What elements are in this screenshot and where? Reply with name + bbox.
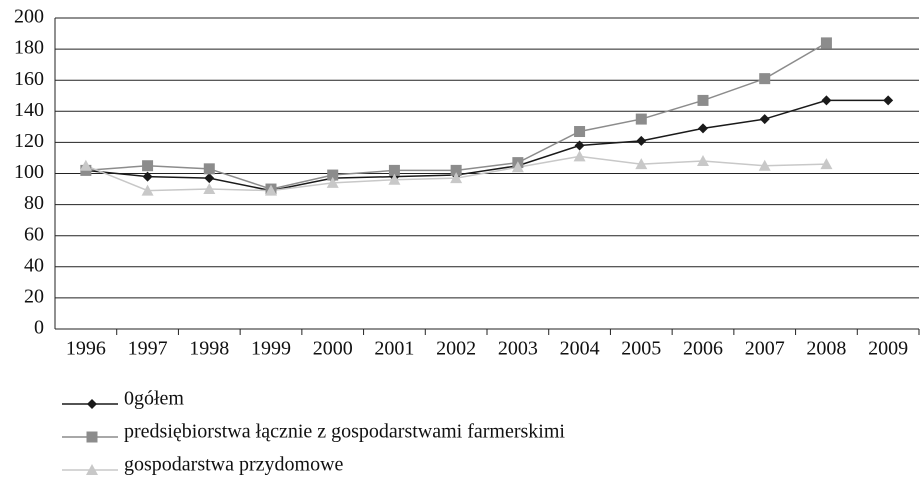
data-point [883,95,894,106]
y-tick-label: 180 [14,37,44,59]
data-point [759,73,771,85]
data-point [635,158,648,170]
y-tick-label: 100 [14,161,44,183]
data-point [697,155,709,167]
data-point [450,172,463,184]
legend-label: predsiębiorstwa łącznie z gospodarstwami… [124,421,565,443]
x-tick-label: 1999 [251,338,291,360]
x-tick-label: 2007 [745,338,785,360]
x-tick-label: 2002 [436,338,476,360]
y-tick-label: 60 [24,223,44,245]
x-tick-label: 2001 [374,338,414,360]
y-tick-label: 0 [34,317,44,339]
data-point [450,164,462,176]
data-point [142,171,153,182]
legend-label: 0gółem [124,388,184,410]
x-tick-label: 2003 [498,338,538,360]
legend-marker [87,399,97,409]
data-point [142,160,154,172]
data-point [203,163,215,175]
data-point [574,140,585,151]
x-tick-label: 1997 [128,338,168,360]
y-tick-label: 140 [14,99,44,121]
data-point [698,123,708,134]
x-tick-label: 2006 [683,338,723,360]
x-tick-label: 1998 [189,338,229,360]
y-tick-label: 20 [24,285,44,307]
x-tick-label: 2009 [868,338,908,360]
data-point [820,37,832,49]
data-point [820,158,833,170]
data-point [388,164,400,176]
data-point [327,169,339,181]
legend-marker [86,431,98,443]
data-point [635,113,647,125]
data-point [204,173,215,184]
data-point [697,94,709,106]
series-line [85,99,889,192]
data-point [141,184,154,196]
data-point [574,126,586,138]
y-tick-label: 80 [24,192,44,214]
x-tick-label: 1996 [66,338,106,360]
data-point [636,135,647,146]
data-point [326,176,339,188]
data-point [203,183,216,195]
y-tick-label: 40 [24,254,44,276]
y-tick-label: 200 [14,6,44,28]
data-point [759,114,770,125]
x-tick-label: 2004 [560,338,600,360]
data-point [511,161,524,173]
legend-marker [86,464,98,475]
x-tick-label: 2000 [313,338,353,360]
data-point [573,150,586,162]
data-point [388,173,401,185]
y-tick-label: 120 [14,130,44,152]
data-point [265,184,277,196]
data-point [758,159,771,171]
x-tick-label: 2005 [621,338,661,360]
data-point [821,95,832,106]
x-tick-label: 2008 [806,338,846,360]
legend-label: gospodarstwa przydomowe [124,454,344,476]
data-point [79,159,92,171]
y-tick-label: 160 [14,68,44,90]
